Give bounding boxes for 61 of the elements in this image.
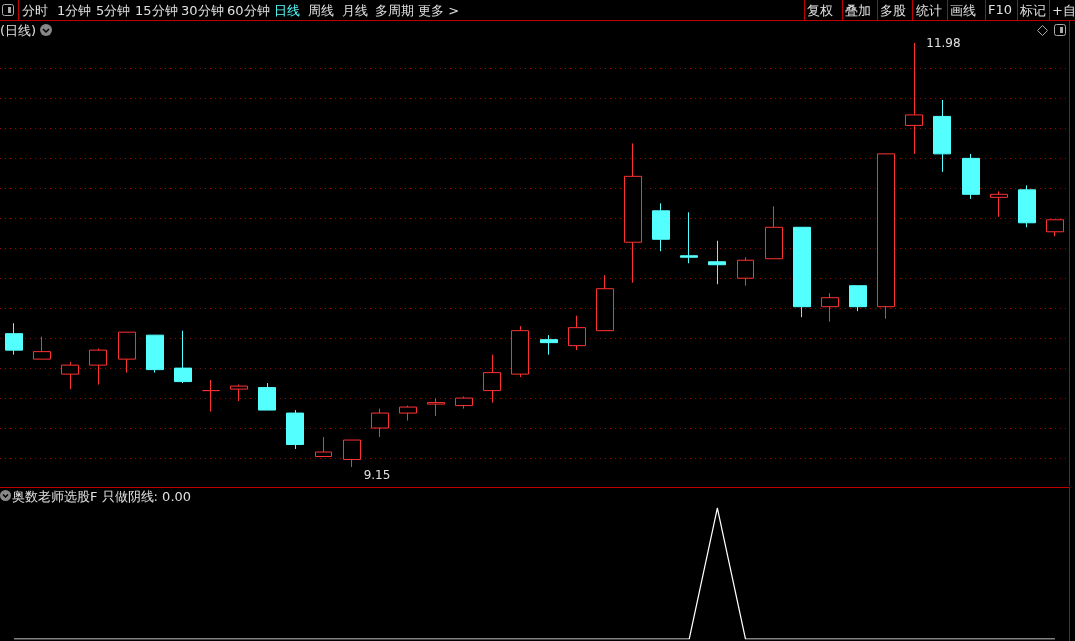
chart-title: (日线) — [0, 22, 37, 40]
text: 9.15 — [363, 468, 391, 482]
text: 叠加 — [845, 2, 871, 20]
candlestick — [399, 405, 417, 422]
text: 多股 — [880, 2, 906, 20]
candlestick — [877, 153, 895, 320]
text: 1分钟 — [57, 2, 92, 20]
text: 更多 > — [418, 2, 460, 20]
candlestick — [708, 240, 726, 285]
candlestick — [821, 292, 839, 323]
text: 30分钟 — [181, 2, 224, 20]
text: 周线 — [308, 2, 334, 20]
candlestick — [962, 153, 980, 200]
text: 5分钟 — [96, 2, 131, 20]
candlestick — [61, 361, 79, 390]
candlestick — [202, 379, 220, 413]
candlestick — [680, 211, 698, 264]
text: 分时 — [22, 2, 48, 20]
candlestick — [258, 382, 276, 411]
candlestick — [483, 354, 501, 404]
candlestick — [343, 439, 361, 468]
candlestick — [849, 285, 867, 312]
candlestick — [33, 336, 51, 360]
text: 60分钟 — [227, 2, 270, 20]
chart-title: 奥数老师选股F 只做阴线: 0.00 — [12, 488, 192, 506]
text: 复权 — [807, 2, 833, 20]
text: F10 — [988, 2, 1013, 17]
candlestick — [568, 315, 586, 351]
text: 日线 — [274, 2, 300, 20]
candlestick — [315, 436, 332, 458]
candlestick — [793, 226, 811, 318]
candlestick — [174, 330, 192, 384]
candlestick — [286, 409, 304, 450]
text: 多周期 — [375, 2, 414, 20]
candlestick — [765, 205, 783, 260]
candlestick — [371, 408, 389, 438]
text: 月线 — [342, 2, 368, 20]
candlestick — [652, 202, 670, 252]
text: 统计 — [916, 2, 942, 20]
candlestick — [540, 334, 558, 356]
candlestick — [427, 397, 445, 417]
text: 画线 — [950, 2, 976, 20]
candlestick — [511, 325, 529, 378]
text: 标记 — [1020, 2, 1046, 20]
candlestick — [230, 384, 248, 402]
text: 15分钟 — [135, 2, 178, 20]
candlestick — [990, 190, 1008, 218]
text: +自 — [1052, 2, 1075, 20]
candlestick — [1018, 184, 1036, 228]
candlestick — [5, 322, 23, 356]
candlestick — [1046, 219, 1064, 237]
candlestick — [905, 42, 923, 155]
candlestick — [933, 99, 951, 173]
candlestick — [146, 334, 164, 374]
candlestick — [118, 331, 136, 374]
candlestick — [624, 142, 642, 284]
annotation: 11.98 — [926, 36, 961, 50]
candlestick — [455, 396, 473, 410]
candlestick — [596, 274, 614, 332]
candlestick — [89, 348, 107, 386]
candlestick — [737, 256, 754, 287]
